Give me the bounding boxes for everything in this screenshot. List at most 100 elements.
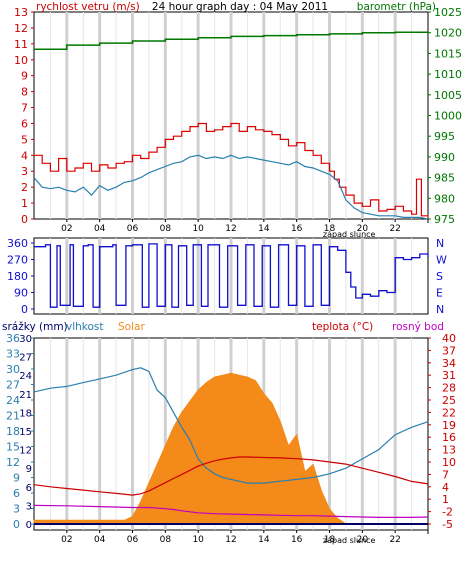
temperature-axis-tick-label: 1 — [442, 493, 449, 506]
wind-gust-line — [34, 122, 429, 219]
humidity-axis-tick-label: 21 — [6, 410, 20, 423]
rain-axis-tick-label: 12 — [19, 446, 32, 457]
left-axis-tick-label: 12 — [14, 22, 28, 35]
right-axis-tick-label: 1005 — [434, 89, 462, 102]
right-axis-tick-label: 985 — [434, 172, 455, 185]
temperature-axis-tick-label: 13 — [442, 444, 456, 457]
temperature-axis-tick-label: 10 — [442, 456, 456, 469]
temperature-axis-tick-label: 37 — [442, 344, 456, 357]
rain-axis-tick-label: 15 — [19, 427, 32, 438]
x-tick-label: 06 — [127, 535, 139, 545]
temperature-axis-tick-label: 16 — [442, 431, 456, 444]
right-axis-tick-label: 980 — [434, 192, 455, 205]
right-axis-tick-label: 1015 — [434, 47, 462, 60]
legend-temperature: teplota (°C) — [312, 321, 373, 333]
chart-title: 24 hour graph day : 04 May 2011 — [152, 1, 328, 13]
x-tick-label: 18 — [324, 535, 336, 545]
left-axis-tick-label: 8 — [21, 86, 28, 99]
rain-axis-tick-label: 30 — [19, 334, 32, 345]
left-axis-tick-label: 2 — [21, 181, 28, 194]
wind-panel-axes: 0123456789101112139759809859909951000100… — [14, 6, 462, 234]
left-axis-tick-label: 10 — [14, 54, 28, 67]
humidity-axis-tick-label: 18 — [6, 425, 20, 438]
legend-dew-point: rosný bod — [392, 321, 444, 333]
x-tick-label: 18 — [324, 224, 336, 234]
x-tick-label: 20 — [357, 535, 369, 545]
x-tick-label: 22 — [389, 224, 400, 234]
compass-label: N — [436, 237, 444, 250]
right-axis-tick-label: 1000 — [434, 110, 462, 123]
left-axis-tick-label: 5 — [21, 133, 28, 146]
x-tick-label: 14 — [258, 224, 270, 234]
left-axis-tick-label: 1 — [21, 197, 28, 210]
humidity-axis-tick-label: 15 — [6, 441, 20, 454]
left-axis-tick-label: 3 — [21, 165, 28, 178]
left-axis-tick-label: 9 — [21, 70, 28, 83]
x-tick-label: 16 — [291, 535, 303, 545]
humidity-axis-tick-label: 6 — [13, 487, 20, 500]
sunset-annotation: západ slunce — [323, 230, 376, 239]
temperature-axis-tick-label: 7 — [442, 468, 449, 481]
legend-humidity: vlhkost — [66, 321, 104, 333]
humidity-axis-tick-label: 9 — [13, 472, 20, 485]
x-tick-label: 12 — [225, 224, 236, 234]
barometer-axis-label: barometr (hPa) — [357, 1, 436, 13]
left-axis-tick-label: 11 — [14, 38, 28, 51]
humidity-axis-tick-label: 36 — [6, 332, 20, 345]
x-tick-label: 02 — [61, 224, 72, 234]
rain-axis-tick-label: 24 — [19, 371, 32, 382]
temperature-axis-tick-label: -2 — [442, 506, 453, 519]
rain-axis-tick-label: 18 — [19, 408, 32, 419]
humidity-axis-tick-label: 24 — [6, 394, 20, 407]
direction-axis-tick-label: 90 — [14, 287, 28, 300]
right-axis-tick-label: 990 — [434, 151, 455, 164]
compass-label: E — [436, 287, 443, 300]
rain-axis-tick-label: 6 — [26, 483, 32, 494]
x-tick-label: 20 — [357, 224, 369, 234]
right-axis-tick-label: 1025 — [434, 6, 462, 19]
x-tick-label: 16 — [291, 224, 303, 234]
direction-axis-tick-label: 0 — [21, 303, 28, 316]
temperature-axis-tick-label: 40 — [442, 332, 456, 345]
humidity-axis-tick-label: 30 — [6, 363, 20, 376]
wind-speed-line — [33, 154, 429, 220]
compass-label: S — [436, 270, 443, 283]
barometer-line — [34, 31, 429, 51]
rain-axis-tick-label: 0 — [26, 520, 32, 531]
rain-axis-tick-label: 21 — [19, 390, 32, 401]
direction-axis-tick-label: 360 — [7, 237, 28, 250]
x-tick-label: 22 — [389, 535, 400, 545]
temperature-axis-tick-label: 19 — [442, 419, 456, 432]
direction-axis-tick-label: 270 — [7, 254, 28, 267]
wind-speed-axis-label: rychlost vetru (m/s) — [36, 1, 140, 13]
humidity-axis-tick-label: 33 — [6, 348, 20, 361]
left-axis-tick-label: 4 — [21, 149, 28, 162]
x-tick-label: 10 — [192, 224, 204, 234]
temperature-axis-tick-label: 34 — [442, 357, 456, 370]
rain-axis-tick-label: 9 — [26, 464, 32, 475]
temperature-axis-tick-label: 25 — [442, 394, 456, 407]
wind-direction-series — [34, 243, 429, 308]
x-tick-label: 04 — [94, 224, 106, 234]
sunset-annotation-2: západ slunce — [323, 536, 376, 545]
dew-point-line — [33, 504, 429, 518]
humidity-axis-tick-label: 12 — [6, 456, 20, 469]
rain-axis-tick-label: 3 — [26, 501, 32, 512]
left-axis-tick-label: 6 — [21, 117, 28, 130]
x-tick-label: 12 — [225, 535, 236, 545]
left-axis-tick-label: 7 — [21, 102, 28, 115]
climate-panel-series — [33, 367, 429, 525]
legend-rain: srážky (mm) — [2, 321, 68, 333]
humidity-axis-tick-label: 0 — [13, 518, 20, 531]
x-tick-label: 14 — [258, 535, 270, 545]
right-axis-tick-label: 975 — [434, 213, 455, 226]
right-axis-tick-label: 1020 — [434, 27, 462, 40]
temperature-line — [33, 456, 429, 496]
temperature-axis-tick-label: -5 — [442, 518, 453, 531]
temperature-axis-tick-label: 22 — [442, 406, 456, 419]
x-tick-label: 10 — [192, 535, 204, 545]
rain-axis-tick-label: 27 — [19, 353, 32, 364]
temperature-axis-tick-label: 31 — [442, 369, 456, 382]
